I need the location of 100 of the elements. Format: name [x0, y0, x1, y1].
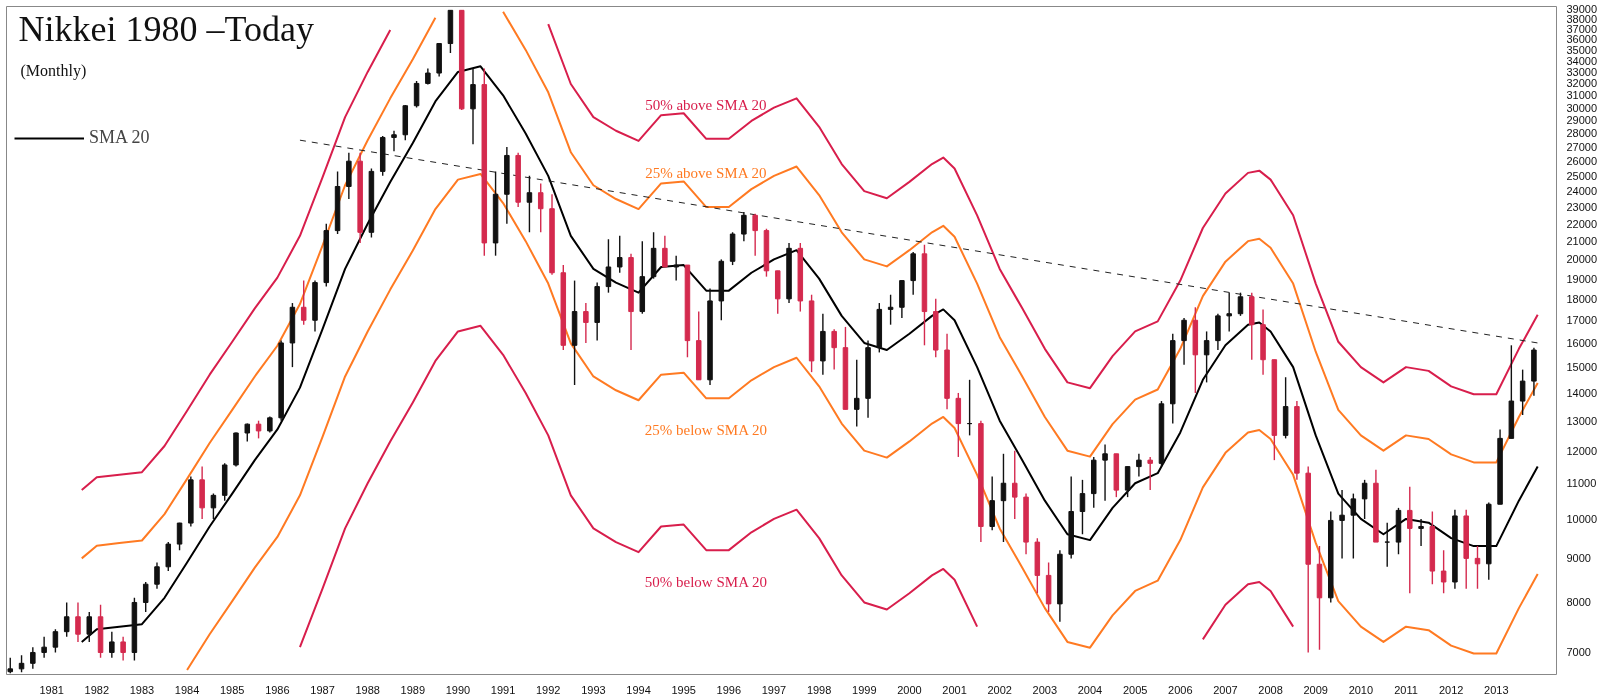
candlestick	[662, 235, 668, 268]
series-label: 25% below SMA 20	[644, 422, 767, 439]
x-tick-label: 1997	[761, 683, 787, 696]
y-tick-label: 16000	[1566, 336, 1598, 349]
x-tick-label: 2000	[897, 683, 922, 696]
candlestick	[142, 581, 149, 613]
x-tick-label: 1987	[310, 683, 335, 696]
candlestick	[41, 636, 47, 659]
candlestick	[86, 611, 93, 643]
candlestick	[30, 646, 36, 670]
y-tick-label: 23000	[1566, 201, 1598, 214]
y-tick-label: 27000	[1566, 141, 1598, 154]
y-tick-label: 10000	[1566, 512, 1598, 525]
candlestick	[210, 492, 217, 520]
candlestick	[1339, 489, 1345, 560]
y-tick-label: 20000	[1566, 253, 1598, 266]
candlestick	[752, 212, 758, 257]
x-tick-label: 2002	[987, 683, 1012, 696]
candlestick	[1440, 549, 1447, 594]
candlestick	[1102, 443, 1108, 502]
x-tick-label: 2003	[1032, 683, 1058, 696]
y-tick-label: 13000	[1566, 414, 1598, 427]
x-tick-label: 2004	[1077, 683, 1103, 696]
x-tick-label: 2009	[1303, 683, 1328, 696]
legend-label: SMA 20	[89, 127, 150, 148]
y-tick-label: 38000	[1566, 13, 1598, 26]
candlestick	[526, 175, 533, 234]
y-tick-label: 34000	[1566, 54, 1598, 67]
candlestick	[1079, 479, 1086, 535]
x-tick-label: 2012	[1438, 683, 1464, 696]
x-tick-label: 2011	[1394, 683, 1418, 696]
y-tick-label: 22000	[1566, 217, 1598, 230]
candlestick	[165, 541, 172, 572]
y-tick-label: 24000	[1566, 185, 1598, 198]
candlestick	[831, 328, 837, 371]
y-tick-label: 31000	[1566, 89, 1598, 102]
series-label: 50% below SMA 20	[644, 574, 767, 591]
y-tick-label: 37000	[1566, 23, 1598, 36]
candlestick	[176, 521, 183, 551]
candlestick	[616, 235, 623, 274]
y-tick-label: 12000	[1566, 444, 1598, 457]
x-tick-label: 2006	[1168, 683, 1193, 696]
y-tick-label: 39000	[1566, 3, 1598, 16]
candlestick	[1407, 485, 1413, 594]
x-tick-label: 2013	[1484, 683, 1509, 696]
x-tick-label: 1994	[626, 683, 651, 696]
y-tick-label: 30000	[1566, 101, 1598, 114]
x-tick-label: 1981	[39, 683, 64, 696]
x-tick-label: 2008	[1258, 683, 1283, 696]
y-tick-label: 11000	[1566, 477, 1597, 490]
candlestick	[853, 359, 860, 428]
x-tick-label: 1984	[174, 683, 200, 696]
y-tick-label: 9000	[1566, 552, 1591, 565]
candlestick	[300, 279, 307, 326]
text: (Monthly)	[20, 61, 87, 80]
candlestick	[1147, 456, 1153, 491]
candlestick	[1519, 368, 1526, 416]
x-tick-label: 1991	[490, 683, 516, 696]
chart-title: Nikkei 1980 –Today	[18, 8, 314, 49]
y-tick-label: 8000	[1566, 596, 1591, 609]
x-tick-label: 1982	[84, 683, 110, 696]
x-tick-label: 1989	[400, 683, 426, 696]
x-tick-label: 1985	[219, 683, 245, 696]
y-tick-label: 35000	[1566, 43, 1598, 56]
y-tick-label: 14000	[1566, 386, 1598, 399]
candlestick	[537, 182, 544, 234]
x-tick-label: 1990	[445, 683, 471, 696]
y-tick-label: 33000	[1566, 65, 1598, 78]
x-tick-label: 1995	[671, 683, 696, 696]
candlestick	[1136, 453, 1142, 478]
x-tick-label: 1993	[581, 683, 606, 696]
candlestick	[391, 130, 397, 152]
y-tick-label: 7000	[1566, 646, 1591, 659]
y-tick-label: 18000	[1566, 292, 1598, 305]
candlestick	[120, 636, 126, 662]
x-tick-label: 2007	[1213, 683, 1238, 696]
candlestick	[109, 630, 115, 659]
candlestick	[887, 294, 894, 326]
x-tick-label: 1988	[355, 683, 380, 696]
x-tick-label: 1986	[265, 683, 290, 696]
candlestick	[1012, 449, 1018, 520]
candlestick	[413, 80, 420, 109]
candlestick	[52, 628, 59, 654]
candlestick	[741, 211, 747, 242]
candlestick	[1181, 317, 1187, 366]
x-tick-label: 1992	[536, 683, 561, 696]
candlestick	[63, 601, 70, 638]
x-tick-label: 1998	[806, 683, 832, 696]
candlestick	[583, 302, 589, 344]
y-tick-label: 25000	[1566, 169, 1598, 182]
series-label: 50% above SMA 20	[645, 96, 767, 113]
candlestick	[154, 561, 160, 590]
candlestick	[75, 601, 81, 643]
candlestick	[1226, 291, 1232, 333]
candlestick	[1350, 492, 1357, 560]
y-tick-label: 15000	[1566, 361, 1598, 374]
candlestick	[1203, 330, 1210, 384]
y-tick-label: 29000	[1566, 114, 1598, 127]
y-tick-label: 26000	[1566, 155, 1598, 168]
y-tick-label: 21000	[1566, 235, 1598, 248]
